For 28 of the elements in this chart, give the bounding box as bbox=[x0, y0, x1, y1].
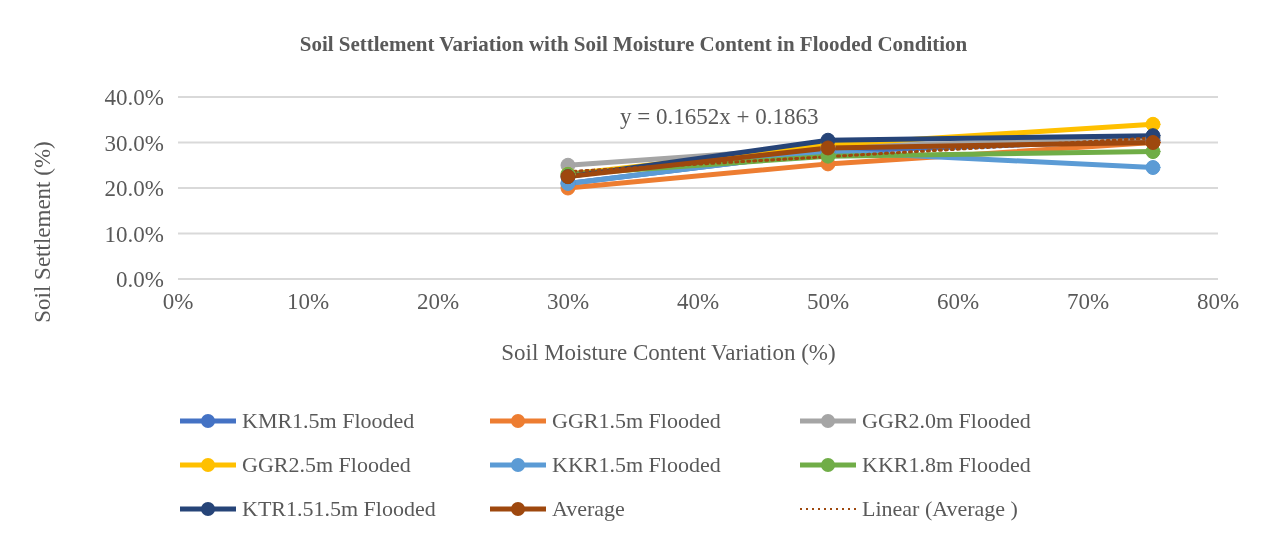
y-tick-label: 20.0% bbox=[104, 176, 164, 202]
point bbox=[1145, 160, 1161, 176]
x-tick-label: 60% bbox=[936, 289, 980, 315]
legend-label: Average bbox=[552, 496, 625, 522]
x-tick-label: 20% bbox=[416, 289, 460, 315]
y-tick-label: 0.0% bbox=[116, 267, 164, 293]
x-tick-label: 40% bbox=[676, 289, 720, 315]
y-tick-label: 30.0% bbox=[104, 130, 164, 156]
x-tick-label: 30% bbox=[546, 289, 590, 315]
legend-label: Linear (Average ) bbox=[862, 496, 1018, 522]
y-tick-label: 40.0% bbox=[104, 85, 164, 111]
legend-label: KTR1.51.5m Flooded bbox=[242, 496, 436, 522]
x-tick-label: 0% bbox=[162, 289, 194, 315]
x-tick-label: 50% bbox=[806, 289, 850, 315]
x-tick-label: 10% bbox=[286, 289, 330, 315]
x-tick-label: 80% bbox=[1196, 289, 1240, 315]
y-axis-title: Soil Settlement (%) bbox=[30, 141, 56, 323]
legend-label: KKR1.5m Flooded bbox=[552, 452, 721, 478]
legend-label: GGR2.5m Flooded bbox=[242, 452, 411, 478]
legend-label: KMR1.5m Flooded bbox=[242, 408, 415, 434]
x-tick-label: 70% bbox=[1066, 289, 1110, 315]
x-axis-title: Soil Moisture Content Variation (%) bbox=[500, 340, 837, 366]
annotation: y = 0.1652x + 0.1863 bbox=[620, 104, 819, 130]
chart-title: Soil Settlement Variation with Soil Moisture Content in Flooded Condition bbox=[298, 32, 969, 57]
legend-label: GGR1.5m Flooded bbox=[552, 408, 721, 434]
legend-label: KKR1.8m Flooded bbox=[862, 452, 1031, 478]
legend-label: GGR2.0m Flooded bbox=[862, 408, 1031, 434]
y-tick-label: 10.0% bbox=[104, 221, 164, 247]
